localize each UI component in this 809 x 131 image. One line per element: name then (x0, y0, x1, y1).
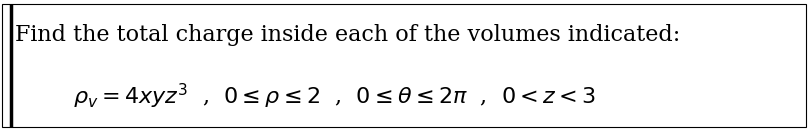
Text: $\rho_v = 4xyz^3$  ,  $0\leq \rho \leq 2$  ,  $0\leq \theta \leq 2\pi$  ,  $0<z<: $\rho_v = 4xyz^3$ , $0\leq \rho \leq 2$ … (73, 82, 595, 111)
Text: Find the total charge inside each of the volumes indicated:: Find the total charge inside each of the… (15, 24, 680, 46)
FancyBboxPatch shape (2, 4, 806, 127)
